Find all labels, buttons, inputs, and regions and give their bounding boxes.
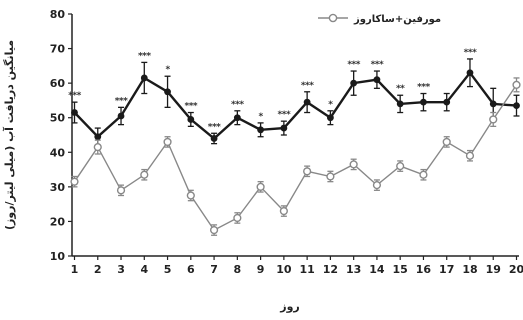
data-point — [350, 79, 358, 87]
significance-label: *** — [371, 60, 384, 70]
data-point — [209, 225, 219, 235]
data-point — [70, 177, 79, 186]
data-point — [373, 76, 381, 84]
y-axis-ticks: 10 20 30 40 50 60 70 80 — [50, 8, 72, 263]
significance-label: * — [258, 112, 263, 122]
x-tick-label: 5 — [164, 263, 172, 276]
x-tick-label: 4 — [140, 263, 148, 276]
data-point — [326, 114, 334, 122]
significance-label: *** — [68, 91, 81, 101]
x-tick-label: 7 — [210, 263, 218, 276]
x-tick-label: 15 — [393, 263, 408, 276]
x-tick-label: 19 — [486, 263, 501, 276]
significance-label: * — [165, 65, 170, 75]
data-point — [140, 170, 149, 179]
legend-label: مورفین+ساکاروز — [353, 14, 441, 25]
series-control — [71, 58, 520, 147]
x-tick-label: 14 — [369, 263, 385, 276]
data-point — [513, 102, 520, 110]
y-axis-title: میانگین دریافت آب (میلی لیتر/روز) — [2, 40, 16, 230]
x-tick-label: 2 — [94, 263, 102, 276]
data-point — [349, 160, 358, 169]
data-point — [140, 74, 148, 82]
data-point — [116, 186, 126, 195]
data-point — [489, 100, 497, 108]
significance-label: *** — [278, 110, 291, 120]
data-point — [419, 170, 428, 179]
y-tick-label: 40 — [50, 146, 66, 159]
significance-label: *** — [417, 83, 430, 93]
significance-label: *** — [347, 60, 360, 70]
x-tick-label: 16 — [416, 263, 432, 276]
data-point — [93, 143, 102, 152]
x-tick-label: 17 — [439, 263, 454, 276]
data-point — [512, 80, 521, 89]
data-point — [164, 88, 171, 96]
series-line — [73, 84, 518, 232]
data-point — [443, 98, 451, 106]
y-tick-label: 50 — [50, 112, 66, 125]
legend: مورفین+ساکاروز — [318, 13, 441, 25]
significance-label: *** — [208, 122, 221, 132]
significance-label: ** — [396, 84, 405, 94]
y-tick-label: 60 — [50, 77, 66, 90]
significance-label: *** — [185, 102, 198, 112]
significance-label: * — [328, 100, 333, 110]
x-tick-label: 9 — [257, 263, 265, 276]
x-tick-label: 11 — [299, 263, 314, 276]
data-point — [420, 98, 427, 106]
data-point — [186, 191, 195, 200]
data-point — [372, 181, 382, 190]
data-point — [465, 151, 475, 160]
data-point — [94, 133, 102, 141]
x-tick-label: 3 — [117, 263, 125, 276]
series-layer — [70, 58, 521, 236]
data-point — [256, 182, 265, 191]
x-tick-label: 6 — [187, 263, 195, 276]
significance-label: *** — [231, 100, 244, 110]
x-tick-label: 12 — [323, 263, 338, 276]
significance-label: *** — [138, 51, 151, 61]
data-point — [210, 135, 218, 142]
data-point — [117, 112, 125, 120]
y-tick-label: 10 — [50, 250, 66, 263]
data-point — [71, 109, 78, 116]
data-point — [396, 162, 405, 171]
x-axis-ticks: 1 2 3 4 5 6 7 8 9 10 11 12 13 14 15 16 17 18 19 20 — [71, 256, 523, 276]
data-point — [442, 137, 451, 147]
data-point — [303, 167, 312, 176]
x-tick-label: 1 — [71, 263, 79, 276]
data-point — [326, 172, 335, 181]
data-point — [279, 206, 288, 216]
series-sucrose-morphine — [70, 77, 521, 236]
x-axis-title: روز — [279, 300, 300, 313]
significance-label: *** — [301, 81, 314, 91]
significance-layer: ******************** ********** ***** *****… — [68, 48, 477, 132]
series-line — [73, 70, 517, 141]
y-tick-label: 30 — [50, 181, 66, 194]
x-tick-label: 20 — [509, 263, 523, 276]
y-tick-label: 70 — [50, 43, 66, 56]
data-point — [187, 116, 195, 123]
data-point — [163, 137, 172, 147]
x-tick-label: 13 — [346, 263, 361, 276]
y-tick-label: 20 — [50, 215, 66, 228]
plot-frame — [71, 14, 519, 257]
data-point — [257, 126, 265, 134]
data-point — [280, 124, 288, 132]
data-point — [489, 115, 498, 124]
y-tick-label: 80 — [50, 8, 66, 21]
data-point — [303, 98, 311, 106]
significance-label: *** — [464, 48, 477, 58]
data-point — [466, 69, 474, 77]
x-tick-label: 18 — [462, 263, 477, 276]
significance-label: *** — [115, 96, 128, 106]
x-tick-label: 8 — [234, 263, 242, 276]
data-point — [233, 114, 241, 122]
data-point — [396, 100, 404, 108]
x-tick-label: 10 — [276, 263, 292, 276]
data-point — [233, 213, 242, 223]
legend-marker — [328, 13, 338, 23]
